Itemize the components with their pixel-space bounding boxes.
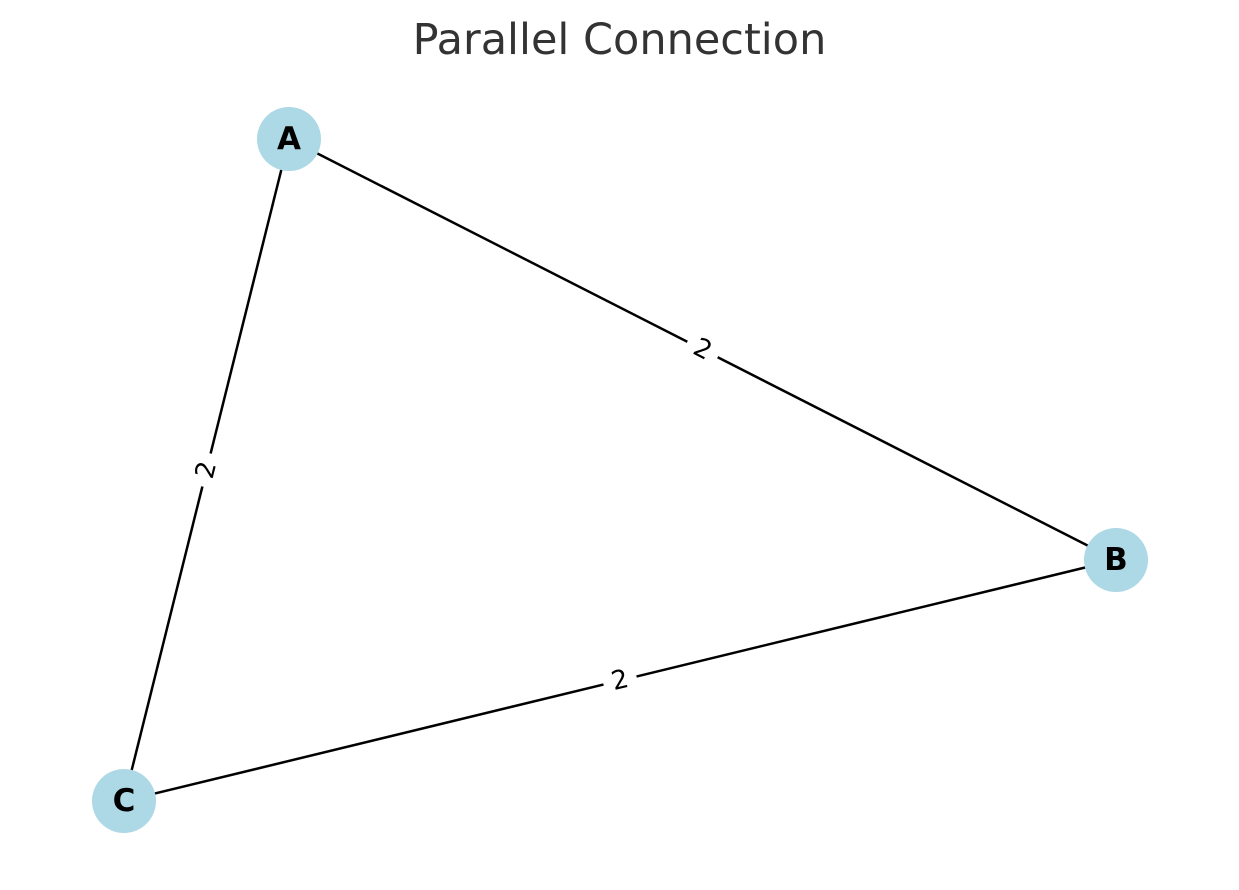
edges <box>122 137 1117 803</box>
edge-label-b-c-text: 2 <box>608 664 631 697</box>
edge-label-a-c: 2 <box>185 449 228 491</box>
node-c: C <box>92 769 156 833</box>
node-a-circle <box>257 107 321 171</box>
node-c-label: C <box>113 783 136 819</box>
edge-label-a-b: 2 <box>679 326 726 373</box>
node-b-label: B <box>1104 542 1128 578</box>
node-a: A <box>257 107 321 171</box>
diagram-title: Parallel Connection <box>412 15 827 65</box>
node-b-circle <box>1084 528 1148 592</box>
edge-label-a-c-text: 2 <box>190 458 223 481</box>
node-a-label: A <box>277 121 301 157</box>
edge-label-b-c: 2 <box>599 659 641 702</box>
nodes: A B C <box>92 107 1148 833</box>
edge-labels: 2 2 2 <box>185 326 726 702</box>
node-b: B <box>1084 528 1148 592</box>
node-c-circle <box>92 769 156 833</box>
